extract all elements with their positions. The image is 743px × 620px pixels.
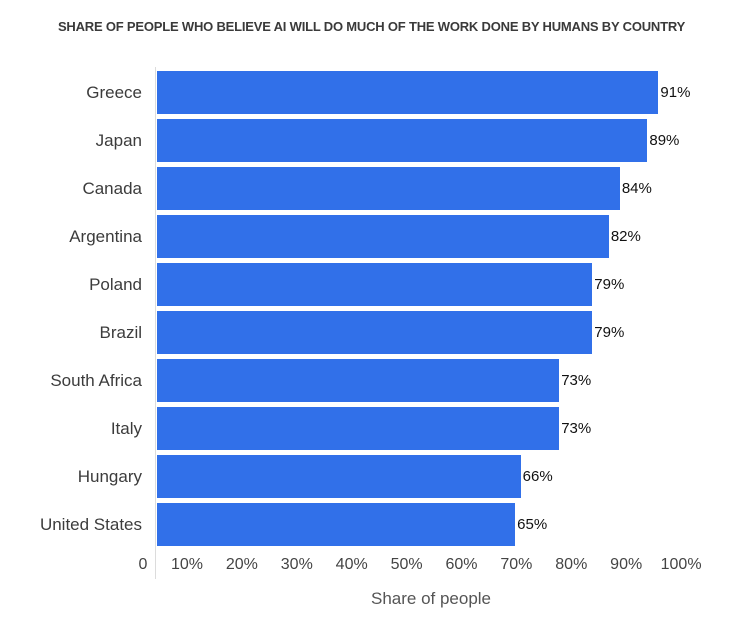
bar (157, 407, 560, 450)
bar (157, 119, 648, 162)
bar-row: Poland 79% (0, 263, 743, 306)
x-axis-title: Share of people (370, 589, 492, 608)
bar (157, 215, 609, 258)
bar (157, 359, 560, 402)
bar (157, 311, 593, 354)
bar (157, 71, 659, 114)
category-label: Brazil (99, 323, 142, 342)
bar (157, 503, 516, 546)
value-label: 91% (660, 84, 691, 101)
x-tick-label: 10% (170, 556, 204, 573)
bar-row: Brazil 79% (0, 311, 743, 354)
bar-row: South Africa 73% (0, 359, 743, 402)
bar-row: Argentina 82% (0, 215, 743, 258)
bar-row: United States 65% (0, 503, 743, 546)
bar-row: Greece 91% (0, 71, 743, 114)
y-axis-line (155, 67, 156, 579)
value-label: 79% (594, 276, 625, 293)
category-label: Italy (110, 419, 142, 438)
x-tick-label: 100% (660, 556, 702, 573)
category-label: South Africa (50, 371, 142, 390)
bar (157, 455, 521, 498)
bar-row: Canada 84% (0, 167, 743, 210)
value-label: 73% (561, 372, 592, 389)
x-tick-label: 0 (138, 556, 148, 573)
value-label: 82% (610, 228, 641, 245)
category-label: Greece (86, 83, 142, 102)
category-label: Poland (89, 275, 142, 294)
value-label: 73% (561, 420, 592, 437)
x-tick-label: 30% (280, 556, 313, 573)
bar-row: Japan 89% (0, 119, 743, 162)
bar-row: Hungary 66% (0, 455, 743, 498)
category-label: Canada (82, 179, 142, 198)
x-tick-label: 90% (610, 556, 643, 573)
category-label: Hungary (77, 467, 142, 486)
value-label: 65% (517, 516, 548, 533)
x-tick-label: 50% (390, 556, 423, 573)
value-label: 89% (649, 132, 680, 149)
bar (157, 167, 620, 210)
x-tick-label: 20% (225, 556, 258, 573)
value-label: 84% (621, 180, 652, 197)
chart-title: SHARE OF PEOPLE WHO BELIEVE AI WILL DO M… (57, 19, 686, 34)
category-label: Argentina (69, 227, 142, 246)
category-label: United States (39, 515, 142, 534)
bar-row: Italy 73% (0, 407, 743, 450)
bar (157, 263, 593, 306)
value-label: 79% (594, 324, 625, 341)
value-label: 66% (522, 468, 553, 485)
x-tick-label: 40% (335, 556, 368, 573)
x-tick-label: 80% (555, 556, 588, 573)
x-tick-label: 60% (445, 556, 478, 573)
category-label: Japan (95, 131, 142, 150)
x-tick-label: 70% (500, 556, 533, 573)
